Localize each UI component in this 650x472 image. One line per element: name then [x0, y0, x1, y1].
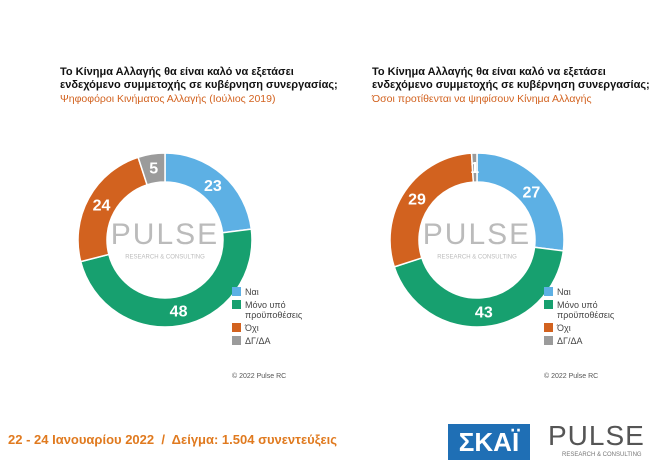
credit: © 2022 Pulse RC — [232, 373, 287, 380]
legend-label: Ναι — [557, 287, 571, 297]
data-label: 23 — [204, 178, 222, 195]
chart-subtitle: Ψηφοφόροι Κινήματος Αλλαγής (Ιούλιος 201… — [60, 93, 276, 105]
legend-label: Μόνο υπό προϋποθέσεις — [245, 300, 303, 320]
chart-title: ενδεχόμενο συμμετοχής σε κυβέρνηση συνερ… — [60, 79, 338, 91]
chart-title: Το Κίνημα Αλλαγής θα είναι καλό να εξετά… — [60, 66, 294, 78]
legend-swatch — [232, 287, 241, 296]
data-label: 48 — [170, 303, 188, 320]
legend-swatch — [544, 287, 553, 296]
chart-title: Το Κίνημα Αλλαγής θα είναι καλό να εξετά… — [372, 66, 606, 78]
data-label: 1 — [470, 160, 479, 177]
legend-label: ΔΓ/ΔΑ — [245, 336, 271, 346]
legend-label: Ναι — [245, 287, 259, 297]
watermark-sub: RESEARCH & CONSULTING — [125, 255, 205, 261]
donut-segment — [79, 228, 253, 328]
data-label: 24 — [93, 197, 111, 214]
donut-segment — [137, 152, 166, 186]
legend-label: Όχι — [245, 323, 259, 333]
chart-title: ενδεχόμενο συμμετοχής σε κυβέρνηση συνερ… — [372, 79, 650, 91]
legend-label: ΔΓ/ΔΑ — [557, 336, 583, 346]
legend-swatch — [232, 323, 241, 332]
data-label: 43 — [475, 304, 493, 321]
pulse-logo-sub: RESEARCH & CONSULTING — [562, 452, 642, 458]
legend-swatch — [544, 300, 553, 309]
footer-text: 22 - 24 Ιανουαρίου 2022 / Δείγμα: 1.504 … — [8, 432, 338, 447]
data-label: 27 — [522, 184, 540, 201]
donut-segment — [470, 152, 478, 183]
legend-swatch — [544, 323, 553, 332]
legend-label: Όχι — [557, 323, 571, 333]
watermark: PULSE — [111, 218, 219, 251]
legend-label: Μόνο υπό προϋποθέσεις — [557, 300, 615, 320]
skai-logo: ΣΚΑΪ — [448, 424, 530, 460]
legend-swatch — [232, 336, 241, 345]
data-label: 29 — [408, 191, 426, 208]
watermark-sub: RESEARCH & CONSULTING — [437, 255, 517, 261]
watermark: PULSE — [423, 218, 531, 251]
donut-segment — [393, 246, 565, 328]
credit: © 2022 Pulse RC — [544, 373, 599, 380]
data-label: 5 — [149, 161, 158, 178]
legend-swatch — [232, 300, 241, 309]
chart-subtitle: Όσοι προτίθενται να ψηφίσουν Κίνημα Αλλα… — [372, 93, 592, 105]
legend-swatch — [544, 336, 553, 345]
pulse-logo: PULSE — [548, 420, 645, 451]
